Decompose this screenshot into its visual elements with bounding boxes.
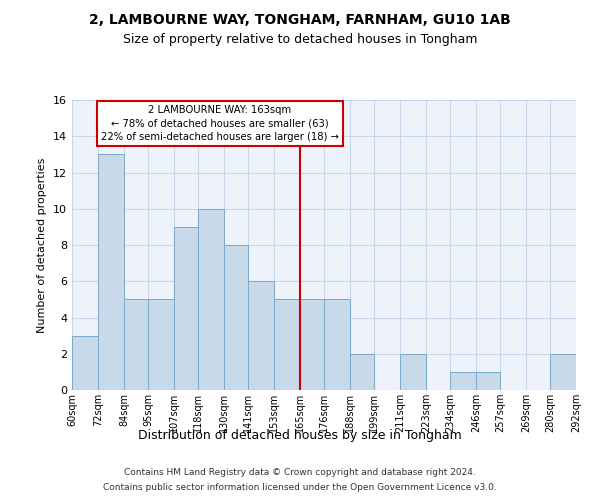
Bar [550,354,576,390]
Bar [198,209,224,390]
Bar [248,281,274,390]
Bar [350,354,374,390]
Bar [72,336,98,390]
Bar [450,372,476,390]
Bar [300,300,324,390]
Text: Distribution of detached houses by size in Tongham: Distribution of detached houses by size … [138,428,462,442]
Bar [224,245,248,390]
Text: Size of property relative to detached houses in Tongham: Size of property relative to detached ho… [123,32,477,46]
Bar [476,372,500,390]
Text: 2, LAMBOURNE WAY, TONGHAM, FARNHAM, GU10 1AB: 2, LAMBOURNE WAY, TONGHAM, FARNHAM, GU10… [89,12,511,26]
Bar [324,300,350,390]
Text: Contains HM Land Registry data © Crown copyright and database right 2024.: Contains HM Land Registry data © Crown c… [124,468,476,477]
Bar [400,354,426,390]
Text: 2 LAMBOURNE WAY: 163sqm
← 78% of detached houses are smaller (63)
22% of semi-de: 2 LAMBOURNE WAY: 163sqm ← 78% of detache… [101,106,338,142]
Bar [148,300,174,390]
Bar [98,154,124,390]
Y-axis label: Number of detached properties: Number of detached properties [37,158,47,332]
Bar [124,300,148,390]
Text: Contains public sector information licensed under the Open Government Licence v3: Contains public sector information licen… [103,483,497,492]
Bar [174,227,198,390]
Bar [274,300,300,390]
